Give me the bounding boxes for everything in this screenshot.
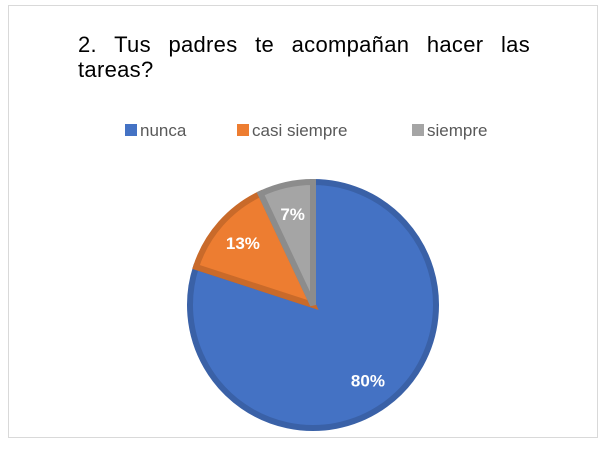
legend-label: casi siempre — [252, 121, 347, 140]
legend-swatch — [412, 124, 424, 136]
legend-label: nunca — [140, 121, 187, 140]
legend-swatch — [125, 124, 137, 136]
data-label: 80% — [351, 372, 385, 391]
pie-slice — [256, 178, 316, 307]
chart-frame — [8, 5, 598, 438]
data-label: 13% — [226, 234, 260, 253]
pie-slice — [192, 189, 319, 310]
data-label: 7% — [280, 205, 305, 224]
legend-label: siempre — [427, 121, 487, 140]
chart-title: 2. Tus padres te acompañan hacer las tar… — [78, 32, 530, 82]
legend-swatch — [237, 124, 249, 136]
